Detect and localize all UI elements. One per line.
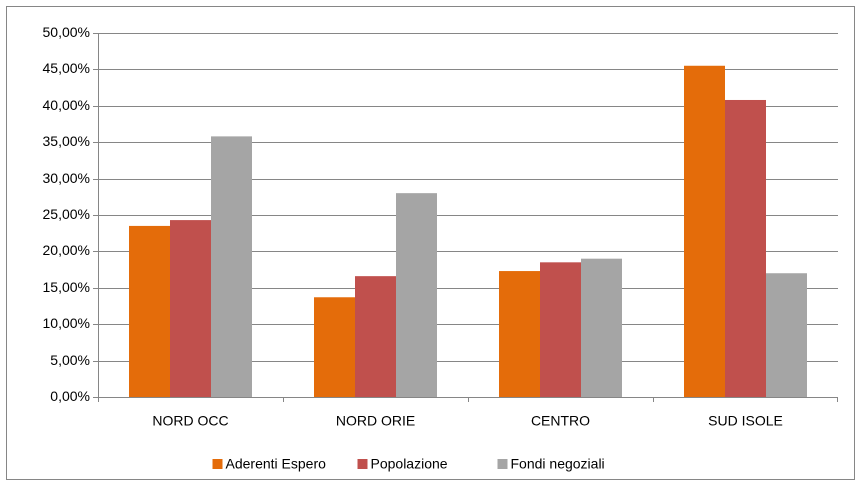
legend-label: Popolazione bbox=[371, 456, 448, 472]
y-tick-label: 10,00% bbox=[43, 315, 90, 331]
x-tick-label: NORD OCC bbox=[152, 413, 228, 429]
y-tick-label: 30,00% bbox=[43, 170, 90, 186]
x-tick-label: SUD ISOLE bbox=[708, 413, 783, 429]
bar bbox=[581, 258, 622, 397]
y-tick-label: 35,00% bbox=[43, 133, 90, 149]
bar bbox=[314, 297, 355, 397]
legend-swatch bbox=[212, 459, 223, 469]
y-tick-label: 5,00% bbox=[50, 352, 90, 368]
bar bbox=[499, 271, 540, 397]
y-tick-label: 45,00% bbox=[43, 60, 90, 76]
bar bbox=[170, 220, 211, 397]
x-tick-label: NORD ORIE bbox=[336, 413, 415, 429]
bar bbox=[211, 136, 252, 397]
bar bbox=[129, 225, 170, 397]
y-tick-label: 40,00% bbox=[43, 97, 90, 113]
legend-swatch bbox=[497, 459, 508, 469]
y-tick-label: 25,00% bbox=[43, 206, 90, 222]
bar bbox=[725, 99, 766, 397]
y-tick-label: 0,00% bbox=[50, 388, 90, 404]
x-tick-label: CENTRO bbox=[531, 413, 590, 429]
legend-swatch bbox=[357, 459, 368, 469]
y-tick-label: 50,00% bbox=[43, 24, 90, 40]
legend-label: Fondi negoziali bbox=[511, 456, 605, 472]
bar bbox=[684, 65, 725, 397]
y-tick-label: 15,00% bbox=[43, 279, 90, 295]
bar bbox=[396, 193, 437, 397]
bar bbox=[766, 273, 807, 397]
legend-label: Aderenti Espero bbox=[226, 456, 327, 472]
y-tick-label: 20,00% bbox=[43, 242, 90, 258]
bar bbox=[540, 262, 581, 397]
bar bbox=[355, 276, 396, 397]
